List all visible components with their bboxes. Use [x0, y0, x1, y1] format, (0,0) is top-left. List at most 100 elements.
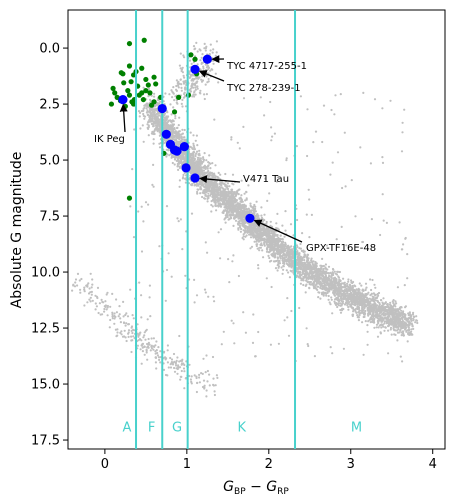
field-star-point [171, 138, 174, 141]
field-star-point [341, 300, 345, 303]
field-star-point [221, 197, 224, 200]
field-star-point [183, 171, 186, 175]
field-star-point [324, 284, 327, 287]
field-star-point [177, 124, 180, 127]
field-star-point [381, 301, 384, 304]
field-star-point [393, 308, 396, 311]
field-star-point [176, 158, 179, 161]
field-star-point [146, 110, 149, 113]
field-star-point [245, 212, 248, 215]
field-star-point [225, 212, 228, 215]
field-star-point [149, 111, 152, 114]
field-star-point [358, 282, 361, 285]
field-star-point [281, 272, 284, 275]
field-star-point [274, 267, 278, 270]
field-star-point [151, 123, 154, 126]
field-star-point [162, 113, 165, 116]
field-star-point [329, 271, 332, 274]
field-star-point [215, 209, 218, 212]
field-star-point [178, 130, 181, 133]
field-star-point [142, 114, 145, 117]
field-star-point [183, 128, 186, 132]
field-star-point [278, 262, 282, 265]
field-star-point [255, 232, 258, 235]
field-star-point [263, 238, 266, 241]
field-star-point [330, 298, 333, 301]
field-star-point [239, 222, 242, 225]
field-star-point [298, 273, 301, 276]
field-star-point [303, 256, 306, 259]
field-star-point [382, 308, 385, 311]
field-star-point [276, 252, 279, 255]
field-star-point [397, 310, 400, 313]
field-star-point [184, 154, 187, 157]
field-star-point [386, 317, 389, 320]
field-star-point [196, 156, 199, 159]
field-star-point [147, 134, 150, 137]
field-star-point [276, 259, 279, 262]
field-star-point [165, 155, 168, 158]
field-star-point [334, 272, 337, 275]
field-star-point [317, 270, 320, 273]
field-star-point [219, 203, 222, 206]
field-star-point [298, 276, 302, 279]
field-star-point [407, 333, 410, 336]
field-star-point [332, 283, 336, 286]
field-star-point [202, 165, 205, 168]
field-star-point [407, 321, 410, 324]
field-star-point [309, 271, 312, 274]
field-star-point [152, 138, 155, 141]
field-star-point [239, 230, 242, 233]
field-star-point [238, 224, 241, 227]
field-star-point [155, 103, 158, 106]
field-star-point [269, 247, 272, 250]
field-star-point [314, 265, 317, 268]
field-star-point [400, 309, 403, 312]
field-star-point [317, 296, 320, 299]
field-star-point [251, 227, 254, 230]
field-star-point [322, 264, 325, 268]
field-star-point [221, 191, 224, 195]
field-star-point [253, 229, 256, 232]
field-star-point [170, 156, 173, 159]
field-star-point [249, 202, 252, 205]
field-star-point [339, 304, 342, 307]
field-star-point [316, 288, 319, 291]
field-star-point [375, 326, 378, 329]
field-star-point [346, 284, 349, 287]
field-star-point [153, 95, 156, 98]
field-star-point [248, 226, 251, 229]
field-star-point [222, 193, 226, 196]
field-star-point [357, 302, 360, 305]
field-star-point [372, 303, 375, 306]
field-star-point [364, 294, 367, 297]
field-star-point [183, 159, 186, 162]
field-star-point [339, 308, 342, 312]
field-star-point [196, 144, 199, 147]
field-star-point [184, 181, 187, 184]
field-star-point [153, 92, 156, 95]
field-star-point [290, 270, 293, 273]
field-star-point [377, 307, 381, 310]
field-star-point [389, 328, 392, 331]
field-star-point [174, 131, 177, 135]
field-star-point [158, 146, 162, 149]
field-star-point [312, 265, 315, 268]
field-star-point [201, 169, 204, 172]
field-star-point [347, 278, 350, 281]
field-star-point [352, 298, 355, 301]
field-star-point [290, 266, 293, 269]
field-star-point [142, 109, 145, 112]
field-star-point [244, 221, 247, 225]
field-star-point [230, 213, 233, 216]
field-star-point [190, 183, 193, 186]
field-star-point [338, 270, 341, 274]
field-star-point [366, 297, 369, 300]
field-star-point [323, 291, 326, 295]
field-star-point [234, 195, 237, 198]
field-star-point [370, 288, 373, 292]
field-star-point [343, 303, 347, 306]
field-star-point [391, 322, 394, 325]
field-star-point [333, 298, 337, 301]
field-star-point [412, 327, 415, 330]
